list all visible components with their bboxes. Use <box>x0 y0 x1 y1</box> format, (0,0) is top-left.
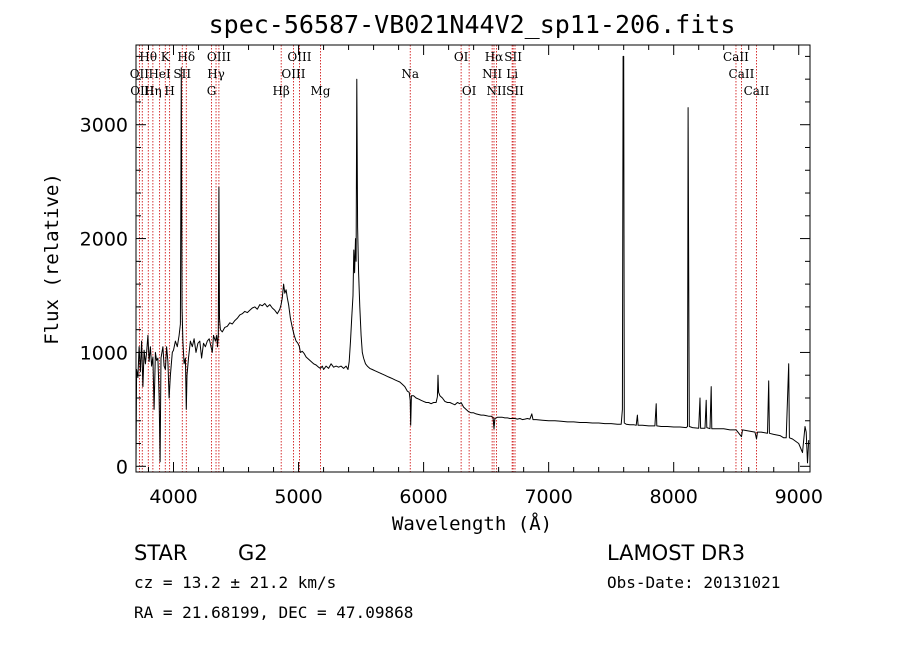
line-label: SII <box>504 50 522 64</box>
redshift-text: cz = 13.2 ± 21.2 km/s <box>134 573 336 592</box>
line-label: Hβ <box>272 84 289 98</box>
y-axis: 0 1000 2000 3000 <box>80 55 810 478</box>
line-label: Li <box>506 67 518 81</box>
y-tick-label: 2000 <box>80 229 128 251</box>
line-label: Hθ <box>139 50 157 64</box>
line-label: CaII <box>744 84 770 98</box>
x-axis: 4000 5000 6000 7000 8000 9000 <box>148 45 823 508</box>
line-marker-group <box>138 45 757 472</box>
object-subclass: G2 <box>238 541 268 565</box>
x-tick-label: 4000 <box>149 486 197 508</box>
chart-title: spec-56587-VB021N44V2_sp11-206.fits <box>209 10 736 39</box>
line-label: OIII <box>207 50 231 64</box>
x-tick-label: 9000 <box>775 486 823 508</box>
y-tick-label: 0 <box>116 456 128 478</box>
line-label: SII <box>506 84 524 98</box>
line-label: G <box>207 84 217 98</box>
line-label: SII <box>173 67 191 81</box>
line-label: K <box>161 50 171 64</box>
line-label: NII <box>482 67 502 81</box>
coordinates: RA = 21.68199, DEC = 47.09868 <box>134 603 413 622</box>
obs-date: Obs-Date: 20131021 <box>607 573 780 592</box>
line-label: H <box>164 84 174 98</box>
line-label: OI <box>462 84 477 98</box>
line-label: Mg <box>310 84 330 98</box>
x-tick-label: 5000 <box>274 486 322 508</box>
line-label: CaII <box>729 67 755 81</box>
line-label: OII <box>130 67 150 81</box>
line-label: Hα <box>485 50 504 64</box>
x-tick-label: 6000 <box>399 486 447 508</box>
line-label: Na <box>401 67 419 81</box>
survey-name: LAMOST DR3 <box>607 541 745 565</box>
y-tick-label: 3000 <box>80 115 128 137</box>
line-label: NII <box>487 84 507 98</box>
line-label: Hδ <box>177 50 195 64</box>
line-label: CaII <box>723 50 749 64</box>
x-tick-label: 8000 <box>650 486 698 508</box>
line-label: Hγ <box>207 67 225 81</box>
x-tick-label: 7000 <box>524 486 572 508</box>
y-axis-label: Flux (relative) <box>41 173 63 345</box>
line-label: OIII <box>281 67 305 81</box>
line-label: OIII <box>287 50 311 64</box>
line-label: Hη <box>144 84 162 98</box>
plot-frame <box>135 44 811 473</box>
line-label: HeI <box>148 67 171 81</box>
spectrum-line <box>135 55 810 467</box>
x-axis-label: Wavelength (Å) <box>392 512 552 535</box>
object-class: STAR <box>134 541 187 565</box>
line-label: OI <box>454 50 469 64</box>
y-tick-label: 1000 <box>80 342 128 364</box>
